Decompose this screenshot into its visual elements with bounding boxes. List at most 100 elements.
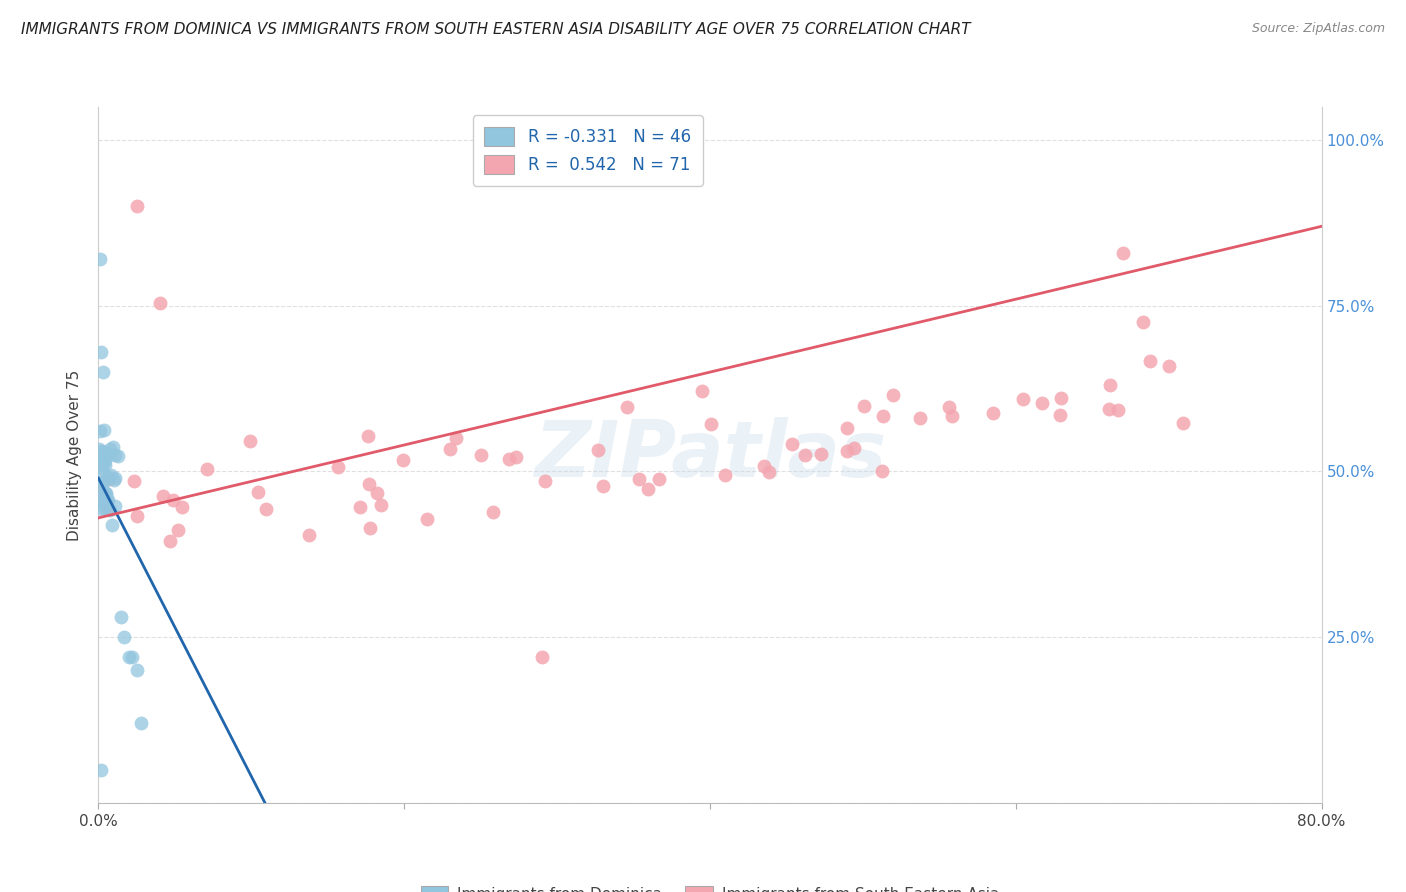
Point <box>592 479 614 493</box>
Point <box>1159 359 1181 373</box>
Point <box>104 499 127 513</box>
Point <box>125 508 148 523</box>
Point <box>107 450 129 464</box>
Point <box>482 505 505 519</box>
Point <box>1171 416 1194 430</box>
Point <box>93 423 115 437</box>
Point <box>1139 353 1161 368</box>
Point <box>356 429 378 443</box>
Point <box>100 502 122 516</box>
Point <box>89 442 111 456</box>
Point <box>981 406 1004 420</box>
Point <box>100 467 122 482</box>
Point <box>349 500 371 515</box>
Point <box>159 534 181 549</box>
Point <box>101 518 124 533</box>
Point <box>366 486 388 500</box>
Point <box>93 453 115 467</box>
Point <box>1050 391 1073 405</box>
Point <box>94 486 117 500</box>
Point <box>439 442 461 456</box>
Point <box>170 500 193 514</box>
Point <box>118 650 141 665</box>
Point <box>239 434 262 448</box>
Point <box>90 345 112 359</box>
Point <box>91 365 114 379</box>
Point <box>1098 377 1121 392</box>
Point <box>254 502 277 516</box>
Point <box>125 663 148 677</box>
Point <box>90 452 112 467</box>
Point <box>103 474 125 488</box>
Point <box>1112 245 1135 260</box>
Point <box>94 454 117 468</box>
Point <box>90 480 112 494</box>
Point <box>98 470 121 484</box>
Point <box>167 523 190 537</box>
Point <box>392 453 415 467</box>
Point <box>910 410 932 425</box>
Point <box>246 484 269 499</box>
Point <box>122 474 145 488</box>
Point <box>87 484 110 499</box>
Point <box>97 493 120 508</box>
Point <box>93 500 115 515</box>
Point <box>98 442 121 456</box>
Point <box>125 199 148 213</box>
Point <box>98 447 121 461</box>
Point <box>112 630 135 644</box>
Point <box>637 482 659 496</box>
Point <box>90 495 112 509</box>
Point <box>810 447 832 461</box>
Point <box>586 443 609 458</box>
Point <box>837 444 859 458</box>
Y-axis label: Disability Age Over 75: Disability Age Over 75 <box>67 369 83 541</box>
Point <box>91 502 114 516</box>
Point <box>97 472 120 486</box>
Point <box>94 488 117 502</box>
Point <box>616 400 638 414</box>
Point <box>498 451 520 466</box>
Point <box>533 474 555 488</box>
Point <box>110 610 132 624</box>
Point <box>93 445 115 459</box>
Point <box>416 512 439 526</box>
Point <box>357 476 380 491</box>
Point <box>1011 392 1033 406</box>
Text: IMMIGRANTS FROM DOMINICA VS IMMIGRANTS FROM SOUTH EASTERN ASIA DISABILITY AGE OV: IMMIGRANTS FROM DOMINICA VS IMMIGRANTS F… <box>21 22 970 37</box>
Point <box>96 486 118 500</box>
Point <box>713 468 735 483</box>
Point <box>1031 396 1053 410</box>
Point <box>1049 409 1071 423</box>
Point <box>90 489 112 503</box>
Point <box>129 716 152 731</box>
Point <box>96 493 118 508</box>
Point <box>444 431 467 445</box>
Point <box>328 460 350 475</box>
Legend: R = -0.331   N = 46, R =  0.542   N = 71: R = -0.331 N = 46, R = 0.542 N = 71 <box>472 115 703 186</box>
Point <box>1107 403 1129 417</box>
Point <box>700 417 723 432</box>
Point <box>530 650 553 665</box>
Point <box>842 442 865 456</box>
Point <box>1098 402 1121 417</box>
Point <box>853 399 876 413</box>
Point <box>90 475 112 490</box>
Point <box>195 462 218 476</box>
Point <box>90 493 112 508</box>
Point <box>93 474 115 488</box>
Point <box>835 421 858 435</box>
Point <box>793 448 815 462</box>
Point <box>90 443 112 458</box>
Point <box>152 489 174 503</box>
Point <box>872 464 894 478</box>
Point <box>872 409 894 424</box>
Point <box>648 472 671 486</box>
Point <box>121 650 143 665</box>
Point <box>97 501 120 516</box>
Point <box>91 460 114 475</box>
Point <box>149 295 172 310</box>
Point <box>91 465 114 479</box>
Point <box>162 493 184 508</box>
Text: ZIPatlas: ZIPatlas <box>534 417 886 493</box>
